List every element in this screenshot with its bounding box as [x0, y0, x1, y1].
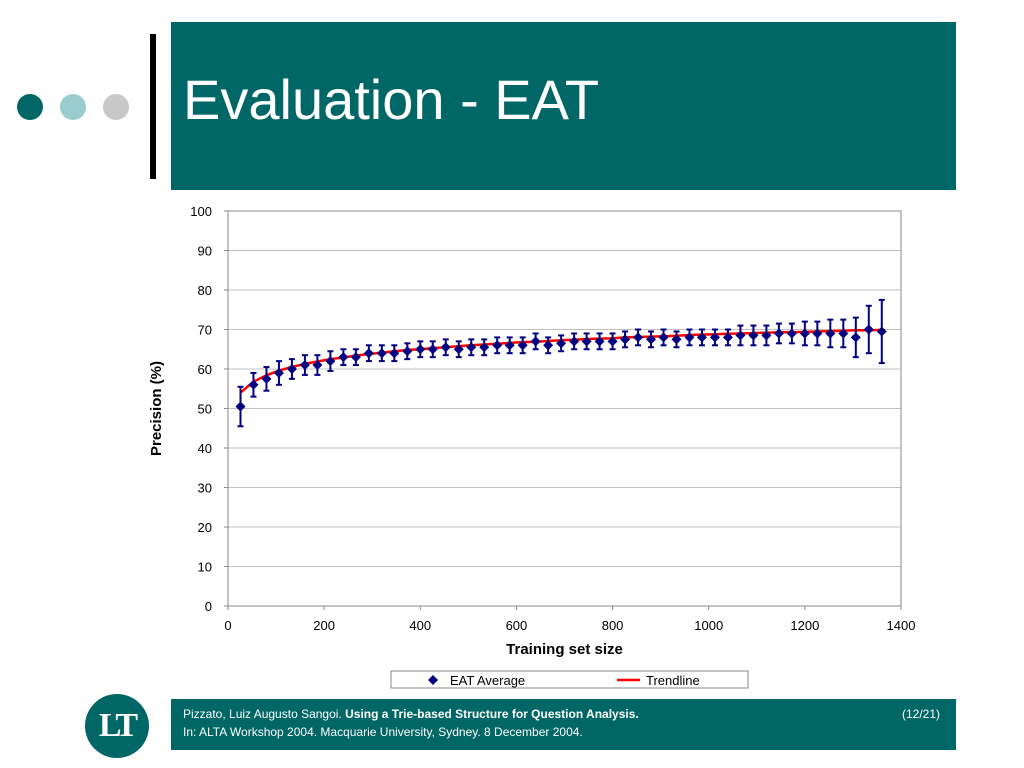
legend-label-eat-average: EAT Average — [450, 673, 525, 688]
ytick-label-10: 10 — [198, 560, 212, 575]
data-point — [338, 352, 349, 363]
precision-chart: 0 10 20 30 40 50 60 70 80 90 100 0 200 400 600 800 1000… — [148, 204, 915, 689]
data-point — [479, 342, 490, 353]
eat-average-series — [235, 324, 887, 412]
x-axis-ticks: 0 200 400 600 800 1000 1200 1400 — [224, 606, 915, 633]
data-point — [517, 340, 528, 351]
data-point — [799, 328, 810, 339]
footer-paper-title: Using a Trie-based Structure for Questio… — [345, 707, 639, 721]
xtick-label-400: 400 — [409, 618, 431, 633]
data-point — [633, 332, 644, 343]
ytick-label-30: 30 — [198, 481, 212, 496]
title-banner — [171, 22, 956, 190]
data-point — [658, 332, 669, 343]
data-point — [427, 344, 438, 355]
y-axis-label: Precision (%) — [148, 361, 165, 456]
lt-logo: LT — [85, 694, 149, 758]
data-point — [773, 328, 784, 339]
data-point — [786, 328, 797, 339]
data-point — [286, 364, 297, 374]
data-point — [709, 332, 720, 343]
data-point — [363, 348, 374, 359]
decor-dot-light-teal — [60, 94, 86, 120]
decor-dot-gray — [103, 94, 129, 120]
data-point — [876, 326, 887, 337]
data-point — [350, 352, 361, 363]
data-point — [325, 356, 336, 367]
legend-label-trendline: Trendline — [646, 673, 700, 688]
data-point — [863, 324, 874, 335]
legend-marker-eat-average — [428, 675, 438, 685]
data-point — [812, 328, 823, 339]
data-point — [492, 340, 503, 351]
ytick-label-0: 0 — [205, 599, 212, 614]
data-point — [825, 328, 836, 339]
ytick-label-20: 20 — [198, 520, 212, 535]
data-point — [696, 332, 707, 343]
data-point — [261, 373, 272, 384]
ytick-label-70: 70 — [198, 323, 212, 338]
data-point — [440, 342, 451, 353]
xtick-label-600: 600 — [506, 618, 528, 633]
error-bars — [237, 298, 885, 428]
data-point — [402, 346, 413, 357]
data-point — [273, 367, 284, 378]
data-point — [748, 330, 759, 341]
data-point — [389, 348, 400, 359]
y-axis-ticks: 0 10 20 30 40 50 60 70 80 90 100 — [190, 204, 228, 614]
data-point — [453, 344, 464, 355]
grid-lines — [228, 250, 901, 567]
data-point — [543, 340, 554, 351]
ytick-label-60: 60 — [198, 362, 212, 377]
data-point — [530, 336, 541, 347]
data-point — [466, 342, 477, 353]
legend-box — [390, 670, 749, 689]
data-point — [415, 344, 426, 355]
footer-citation: Pizzato, Luiz Augusto Sangoi. Using a Tr… — [171, 699, 956, 750]
data-point — [569, 336, 580, 347]
xtick-label-200: 200 — [313, 618, 335, 633]
data-point — [504, 340, 515, 351]
xtick-label-1000: 1000 — [694, 618, 723, 633]
chart-legend: EAT Average Trendline — [390, 670, 749, 689]
data-point — [299, 360, 310, 371]
xtick-label-1200: 1200 — [790, 618, 819, 633]
footer-venue: In: ALTA Workshop 2004. Macquarie Univer… — [183, 725, 583, 739]
xtick-label-0: 0 — [224, 618, 231, 633]
data-point — [581, 336, 592, 347]
ytick-label-80: 80 — [198, 283, 212, 298]
ytick-label-50: 50 — [198, 402, 212, 417]
data-point — [620, 334, 631, 345]
data-point — [850, 332, 861, 343]
data-point — [376, 348, 387, 359]
data-point — [594, 336, 605, 347]
data-point — [235, 401, 246, 412]
data-point — [671, 334, 682, 345]
xtick-label-800: 800 — [602, 618, 624, 633]
decor-dot-teal — [17, 94, 43, 120]
data-point — [248, 379, 259, 390]
data-point — [312, 360, 323, 371]
data-point — [761, 330, 772, 341]
page-number: (12/21) — [901, 707, 940, 721]
data-point — [684, 332, 695, 343]
title-divider — [150, 34, 156, 179]
footer-line-1: Pizzato, Luiz Augusto Sangoi. Using a Tr… — [183, 707, 639, 721]
data-point — [607, 336, 618, 347]
ytick-label-40: 40 — [198, 441, 212, 456]
ytick-label-90: 90 — [198, 244, 212, 259]
slide-title: Evaluation - EAT — [183, 68, 600, 131]
data-point — [722, 332, 733, 343]
data-point — [556, 338, 567, 349]
data-point — [646, 334, 657, 345]
x-axis-label: Training set size — [506, 641, 623, 658]
ytick-label-100: 100 — [190, 204, 212, 219]
data-point — [838, 328, 849, 339]
xtick-label-1400: 1400 — [887, 618, 916, 633]
footer-authors: Pizzato, Luiz Augusto Sangoi. — [183, 707, 342, 721]
logo-lettering: LT — [98, 707, 138, 744]
data-point — [735, 330, 746, 341]
